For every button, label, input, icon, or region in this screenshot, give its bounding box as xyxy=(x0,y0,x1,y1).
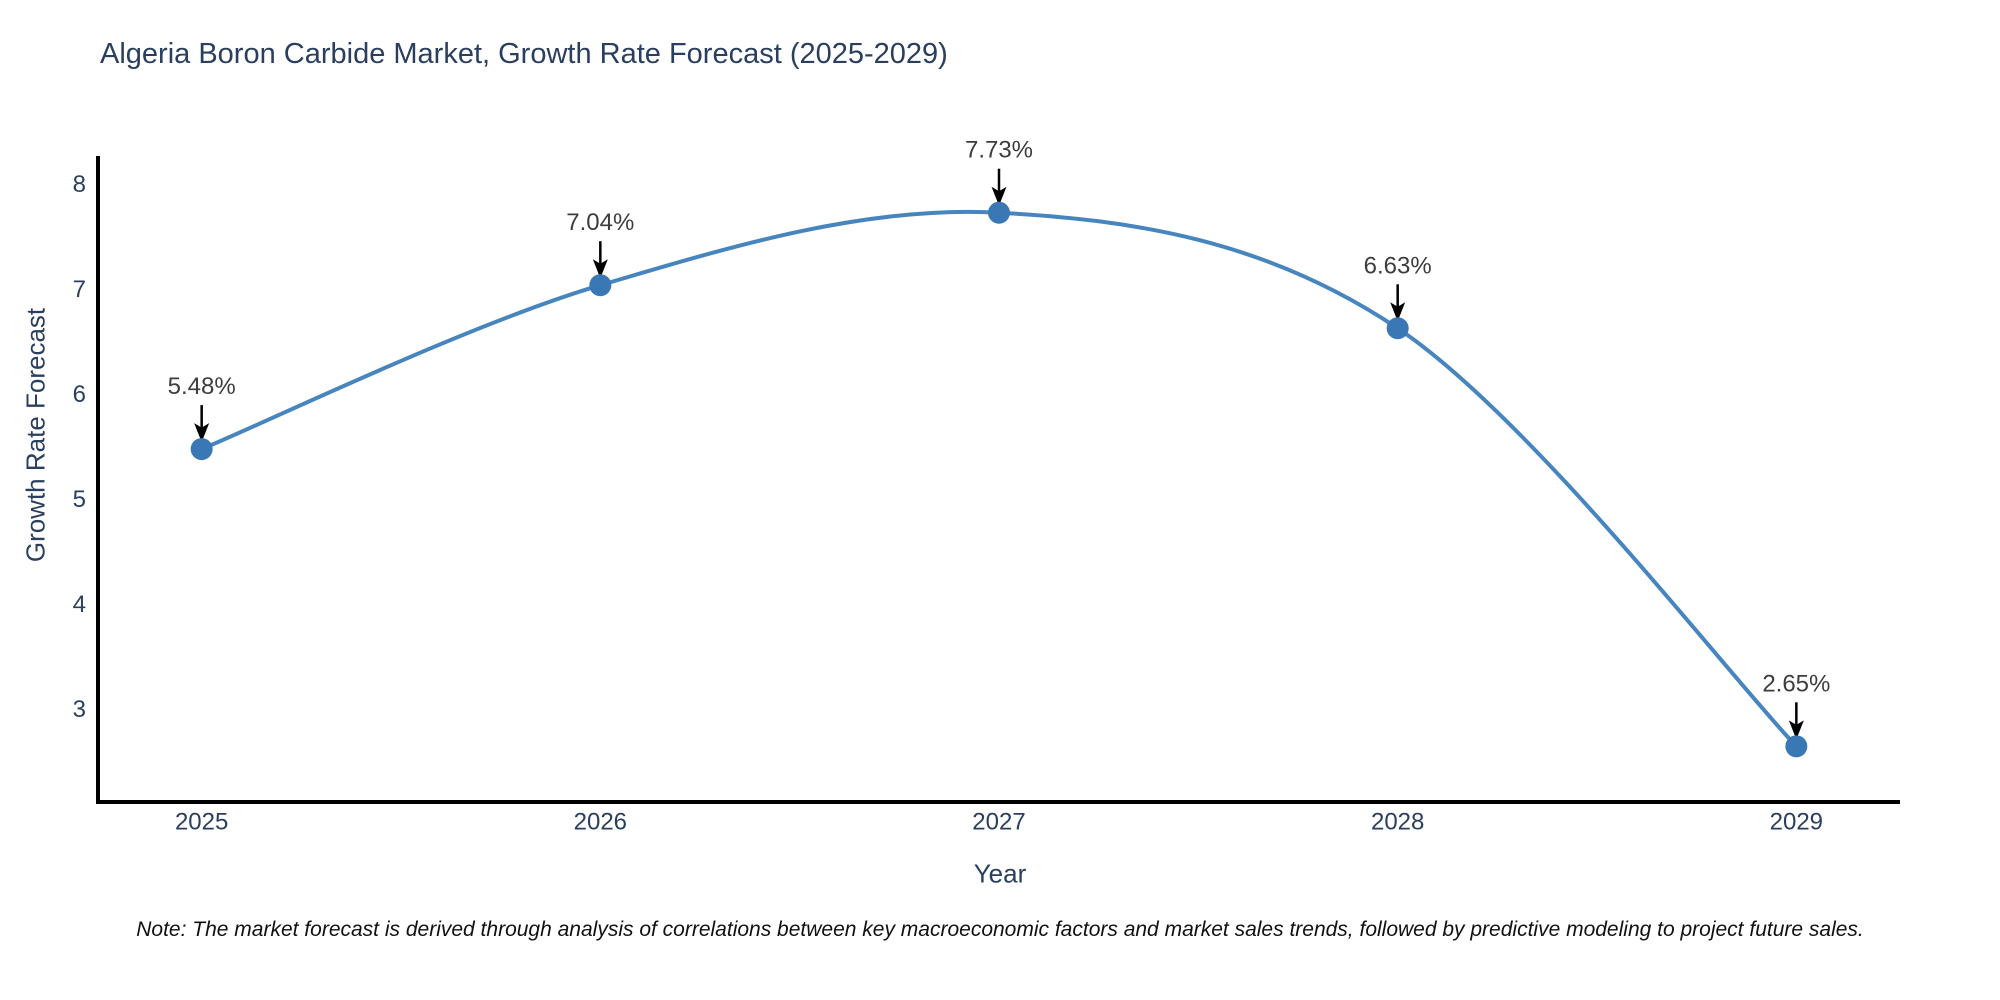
annotation-label: 6.63% xyxy=(1364,252,1432,279)
x-tick-label: 2029 xyxy=(1770,809,1823,836)
annotation-arrowhead-icon xyxy=(194,423,210,443)
annotation-arrowhead-icon xyxy=(1788,720,1804,740)
x-tick-label: 2027 xyxy=(972,809,1025,836)
x-tick-label: 2026 xyxy=(574,809,627,836)
chart-title: Algeria Boron Carbide Market, Growth Rat… xyxy=(100,38,948,70)
annotation-arrowhead-icon xyxy=(991,186,1007,206)
y-tick-label: 7 xyxy=(73,276,86,303)
data-point-marker-2029[interactable] xyxy=(1785,735,1808,758)
y-tick-label: 3 xyxy=(73,696,86,723)
y-axis-title: Growth Rate Forecast xyxy=(20,307,51,563)
x-tick-label: 2025 xyxy=(175,809,228,836)
data-point-marker-2028[interactable] xyxy=(1386,317,1409,340)
data-point-marker-2025[interactable] xyxy=(190,438,213,461)
annotation-label: 7.73% xyxy=(965,137,1033,164)
annotation-label: 2.65% xyxy=(1762,670,1830,697)
data-point-marker-2027[interactable] xyxy=(988,201,1010,224)
footnote: Note: The market forecast is derived thr… xyxy=(136,918,1864,941)
data-point-marker-2026[interactable] xyxy=(589,274,612,297)
y-tick-label: 4 xyxy=(73,591,86,618)
y-tick-label: 6 xyxy=(73,381,86,408)
y-tick-label: 8 xyxy=(73,171,86,198)
annotation-label: 5.48% xyxy=(168,373,236,400)
y-tick-label: 5 xyxy=(73,486,86,513)
annotation-arrowhead-icon xyxy=(592,259,608,279)
x-tick-label: 2028 xyxy=(1371,809,1424,836)
annotation-label: 7.04% xyxy=(566,209,634,236)
forecast-line xyxy=(199,209,1799,749)
annotation-arrowhead-icon xyxy=(1390,302,1406,322)
x-axis-title: Year xyxy=(973,858,1027,889)
